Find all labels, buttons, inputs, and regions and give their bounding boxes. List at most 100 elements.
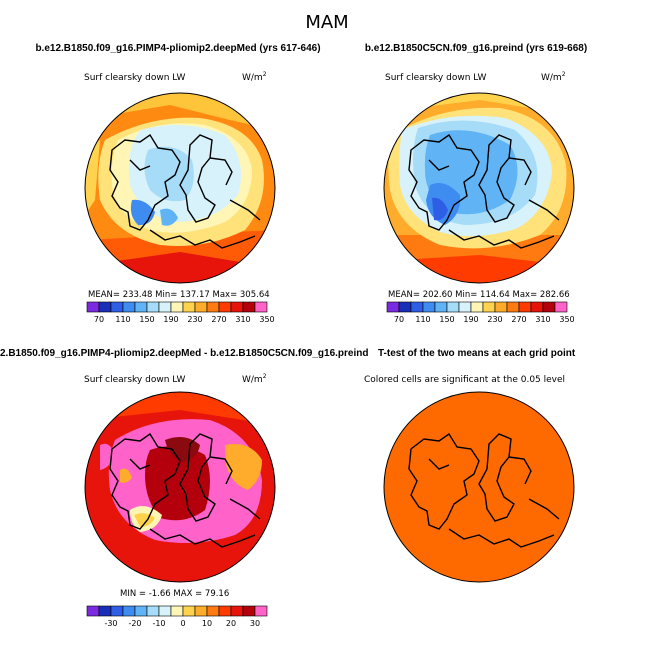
colorbar-tick-label: 10 [202, 619, 212, 628]
colorbar-tick-label: 230 [187, 315, 202, 324]
colorbar-swatch [146, 301, 160, 313]
panel-4-coastlines [408, 433, 560, 548]
colorbar-swatch [134, 301, 148, 313]
colorbar-swatch [206, 301, 220, 313]
colorbar-swatch [86, 301, 100, 313]
colorbar-swatch [506, 301, 520, 313]
colorbar-swatch [530, 301, 544, 313]
colorbar-swatch [98, 605, 112, 617]
colorbar-tick-label: 110 [415, 315, 430, 324]
colorbar-tick-label: 110 [115, 315, 130, 324]
colorbar-tick-label: -30 [104, 619, 117, 628]
panel-2: b.e12.B1850C5CN.f09_g16.preind (yrs 619-… [365, 43, 587, 324]
colorbar-swatch [134, 605, 148, 617]
panel-2-units: W/m2 [541, 71, 566, 83]
colorbar-swatch [182, 301, 196, 313]
colorbar-swatch [170, 301, 184, 313]
panel-4: T-test of the two means at each grid poi… [364, 348, 576, 583]
colorbar-tick-label: 70 [94, 315, 104, 324]
colorbar-tick-label: 350 [259, 315, 274, 324]
panel-1-title: b.e12.B1850.f09_g16.PIMP4-pliomip2.deepM… [35, 43, 320, 54]
panel-1-colorbar: 70 110 150 190 230 270 310 350 [86, 301, 275, 324]
figure-title: MAM [305, 12, 348, 33]
colorbar-swatch [422, 301, 436, 313]
panel-3-map [85, 392, 275, 582]
colorbar-tick-label: 310 [535, 315, 550, 324]
panel-1-stats: MEAN= 233.48 Min= 137.17 Max= 305.64 [88, 290, 270, 300]
colorbar-tick-label: 270 [511, 315, 526, 324]
panel-4-map [383, 391, 575, 583]
colorbar-tick-label: 310 [235, 315, 250, 324]
colorbar-swatch [482, 301, 496, 313]
colorbar-tick-label: 350 [559, 315, 574, 324]
colorbar-swatch [146, 605, 160, 617]
colorbar-tick-label: 20 [226, 619, 236, 628]
panel-2-coastlines [408, 134, 560, 249]
panel-1: b.e12.B1850.f09_g16.PIMP4-pliomip2.deepM… [35, 43, 320, 324]
panel-1-map [85, 93, 275, 283]
panel-1-units: W/m2 [242, 71, 267, 83]
colorbar-tick-label: 70 [394, 315, 404, 324]
colorbar-swatch [458, 301, 472, 313]
colorbar-swatch [170, 605, 184, 617]
colorbar-swatch [122, 605, 136, 617]
colorbar-tick-label: 190 [463, 315, 478, 324]
colorbar-tick-label: 270 [211, 315, 226, 324]
panel-2-variable: Surf clearsky down LW [385, 73, 486, 83]
colorbar-swatch [470, 301, 484, 313]
panel-3-colorbar: -30 -20 -10 0 10 20 30 [86, 605, 268, 628]
colorbar-swatch [494, 301, 508, 313]
panel-1-variable: Surf clearsky down LW [84, 73, 185, 83]
colorbar-tick-label: 230 [487, 315, 502, 324]
colorbar-swatch [254, 301, 268, 313]
colorbar-swatch [410, 301, 424, 313]
colorbar-swatch [110, 605, 124, 617]
colorbar-tick-label: 30 [250, 619, 260, 628]
panel-3-title: 2.B1850.f09_g16.PIMP4-pliomip2.deepMed -… [0, 348, 368, 359]
panel-2-stats: MEAN= 202.60 Min= 114.64 Max= 282.66 [388, 290, 570, 300]
colorbar-swatch [434, 301, 448, 313]
colorbar-swatch [122, 301, 136, 313]
colorbar-swatch [98, 301, 112, 313]
colorbar-swatch [446, 301, 460, 313]
panel-4-variable: Colored cells are significant at the 0.0… [364, 375, 565, 385]
colorbar-swatch [158, 605, 172, 617]
panel-1-map-border [84, 92, 276, 284]
panel-2-title: b.e12.B1850C5CN.f09_g16.preind (yrs 619-… [365, 43, 587, 54]
panel-3-variable: Surf clearsky down LW [84, 375, 185, 385]
colorbar-swatch [194, 301, 208, 313]
panel-1-coastlines [109, 134, 261, 249]
colorbar-tick-label: 190 [163, 315, 178, 324]
panel-4-title: T-test of the two means at each grid poi… [378, 348, 576, 359]
panel-3-units: W/m2 [242, 373, 267, 385]
colorbar-swatch [242, 605, 256, 617]
colorbar-swatch [398, 301, 412, 313]
panel-3-stats: MIN = -1.66 MAX = 79.16 [120, 589, 229, 599]
panel-3: 2.B1850.f09_g16.PIMP4-pliomip2.deepMed -… [0, 348, 368, 628]
panel-3-map-border [84, 391, 276, 583]
panel-2-colorbar: 70 110 150 190 230 270 310 350 [386, 301, 575, 324]
colorbar-swatch [254, 605, 268, 617]
panel-2-map-border [383, 92, 575, 284]
colorbar-swatch [554, 301, 568, 313]
colorbar-swatch [218, 301, 232, 313]
colorbar-swatch [218, 605, 232, 617]
colorbar-tick-label: 150 [439, 315, 454, 324]
colorbar-swatch [206, 605, 220, 617]
colorbar-swatch [542, 301, 556, 313]
panel-3-coastlines [109, 433, 261, 548]
colorbar-tick-label: -10 [152, 619, 165, 628]
colorbar-tick-label: 0 [180, 619, 185, 628]
colorbar-swatch [230, 605, 244, 617]
colorbar-swatch [386, 301, 400, 313]
colorbar-tick-label: 150 [139, 315, 154, 324]
panel-2-map [384, 93, 574, 283]
colorbar-swatch [110, 301, 124, 313]
colorbar-swatch [230, 301, 244, 313]
colorbar-swatch [518, 301, 532, 313]
colorbar-swatch [194, 605, 208, 617]
colorbar-swatch [242, 301, 256, 313]
colorbar-tick-label: -20 [128, 619, 141, 628]
colorbar-swatch [182, 605, 196, 617]
